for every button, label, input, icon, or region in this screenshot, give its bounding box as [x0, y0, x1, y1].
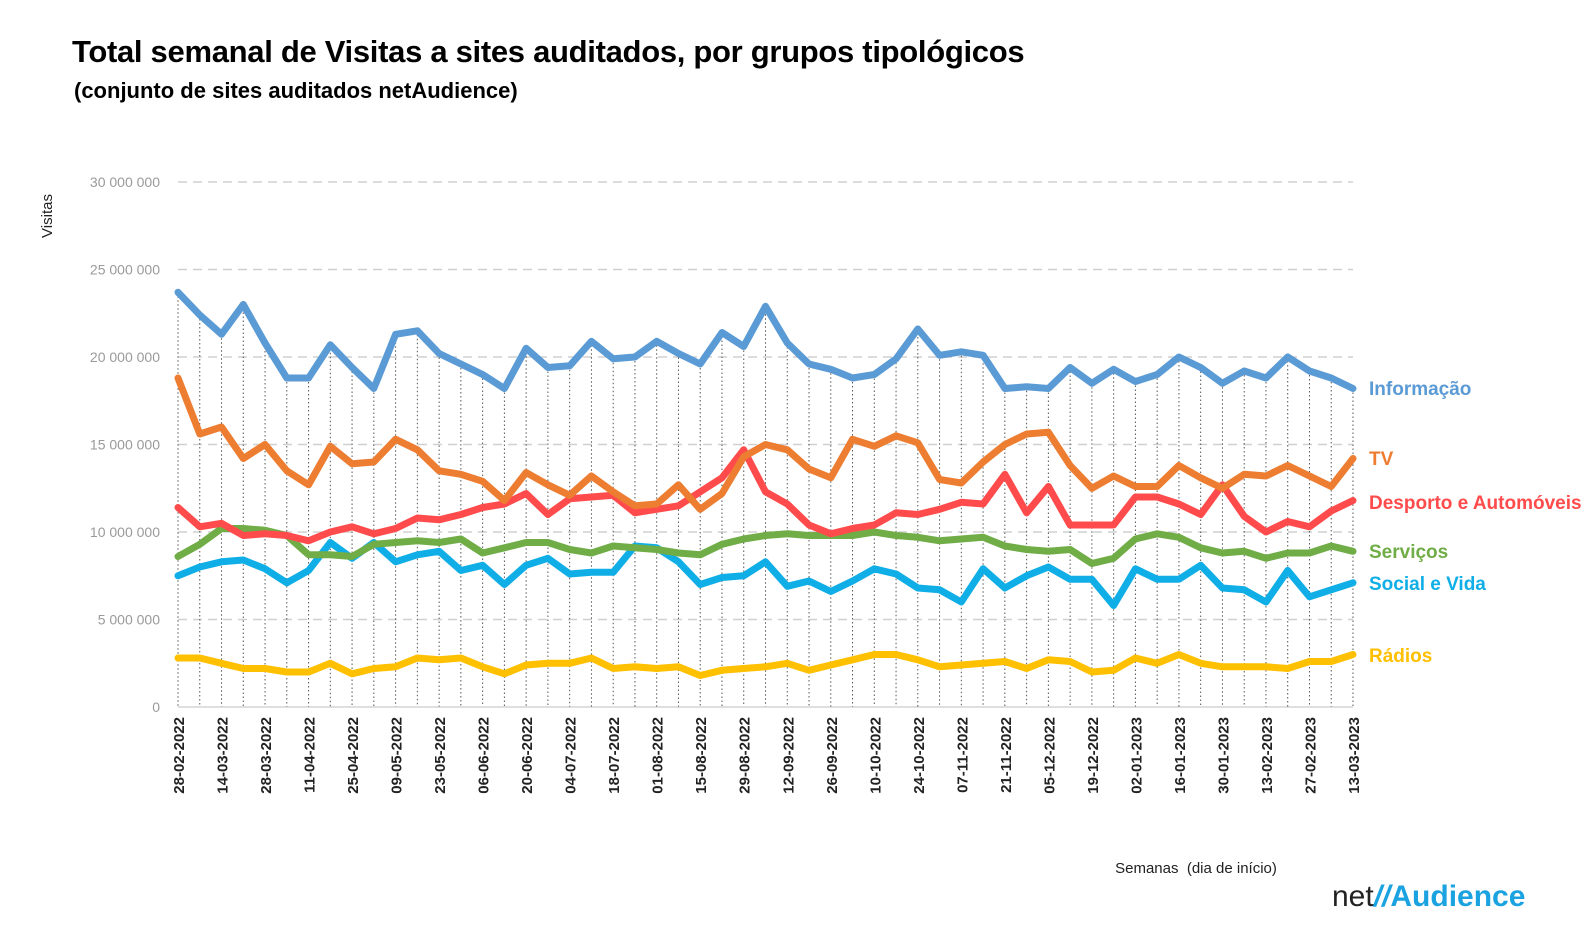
- series-line-2: [174, 446, 1357, 545]
- netaudience-logo: net//Audience: [1332, 880, 1525, 914]
- y-tick-label: 30 000 000: [90, 174, 160, 190]
- series-lines: [174, 288, 1357, 679]
- x-tick-label: 15-08-2022: [693, 717, 710, 794]
- y-tick-label: 15 000 000: [90, 437, 160, 453]
- x-tick-label: 28-03-2022: [258, 717, 275, 794]
- x-tick-label: 26-09-2022: [824, 717, 841, 794]
- x-axis: 28-02-2022 14-03-2022 28-03-2022 11-04-2022…: [171, 717, 1363, 794]
- x-tick-label: 07-11-2022: [954, 717, 971, 793]
- x-tick-label: 13-02-2023: [1259, 717, 1276, 794]
- x-tick-label: 11-04-2022: [302, 717, 319, 793]
- series-label: Desporto e Automóveis: [1369, 493, 1582, 514]
- x-tick-label: 18-07-2022: [606, 717, 623, 794]
- x-tick-label: 05-12-2022: [1041, 717, 1058, 794]
- series-label: TV: [1369, 449, 1394, 470]
- logo-slash: //: [1373, 880, 1391, 913]
- series-label: Rádios: [1369, 646, 1432, 667]
- x-axis-label: Semanas (dia de início): [1115, 860, 1277, 877]
- x-tick-label: 25-04-2022: [345, 717, 362, 794]
- y-axis: 0 5 000 000 10 000 000 15 000 000 20 000 000…: [90, 174, 1353, 715]
- x-tick-label: 04-07-2022: [563, 717, 580, 794]
- x-tick-label: 20-06-2022: [519, 717, 536, 794]
- x-tick-label: 06-06-2022: [476, 717, 493, 794]
- x-tick-label: 02-01-2023: [1128, 717, 1145, 794]
- y-axis-label: Visitas: [39, 194, 56, 238]
- x-tick-label: 13-03-2023: [1346, 717, 1363, 794]
- x-tick-label: 24-10-2022: [911, 717, 928, 794]
- vertical-gridlines: [177, 292, 1354, 707]
- logo-net: net: [1332, 880, 1374, 913]
- chart-title: Total semanal de Visitas a sites auditad…: [72, 34, 1025, 69]
- series-line-5: [174, 651, 1357, 679]
- logo-audience: Audience: [1390, 880, 1526, 913]
- series-line-0: [174, 288, 1357, 392]
- x-tick-label: 14-03-2022: [215, 717, 232, 794]
- y-tick-label: 5 000 000: [98, 612, 160, 628]
- x-tick-label: 01-08-2022: [650, 717, 667, 794]
- chart-subtitle: (conjunto de sites auditados netAudience…: [74, 78, 518, 103]
- series-line-1: [174, 374, 1357, 513]
- x-tick-label: 23-05-2022: [432, 717, 449, 794]
- x-tick-label: 12-09-2022: [780, 717, 797, 794]
- x-tick-label: 28-02-2022: [171, 717, 188, 794]
- y-tick-label: 20 000 000: [90, 349, 160, 365]
- x-tick-label: 19-12-2022: [1085, 717, 1102, 794]
- series-label: Informação: [1369, 379, 1471, 400]
- series-label: Serviços: [1369, 542, 1448, 563]
- series-label: Social e Vida: [1369, 574, 1486, 595]
- x-tick-label: 29-08-2022: [737, 717, 754, 794]
- y-tick-label: 0: [152, 699, 160, 715]
- x-tick-label: 21-11-2022: [998, 717, 1015, 793]
- x-tick-label: 09-05-2022: [389, 717, 406, 794]
- x-tick-label: 30-01-2023: [1215, 717, 1232, 794]
- y-tick-label: 25 000 000: [90, 262, 160, 278]
- series-line-3: [174, 525, 1357, 567]
- x-tick-label: 16-01-2023: [1172, 717, 1189, 794]
- x-tick-label: 27-02-2023: [1302, 717, 1319, 794]
- y-tick-label: 10 000 000: [90, 524, 160, 540]
- series-labels: Informação TV Desporto e Automóveis Serviço…: [1369, 379, 1582, 667]
- x-tick-label: 10-10-2022: [867, 717, 884, 794]
